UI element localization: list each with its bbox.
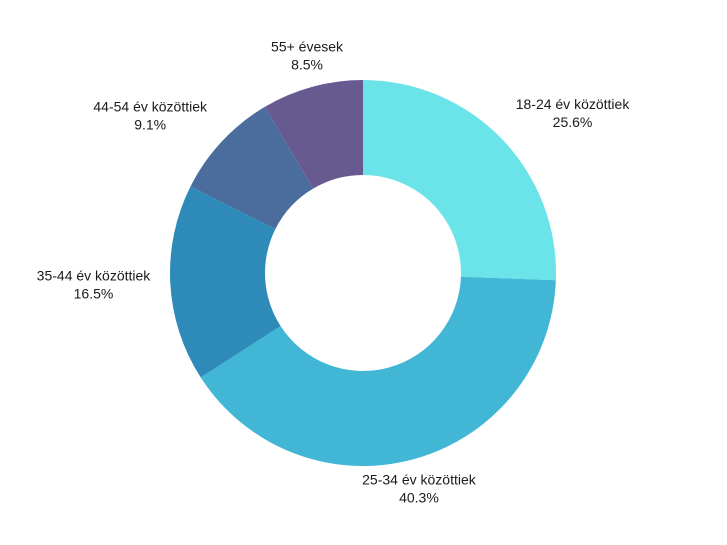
slice-label-name: 18-24 év közöttiek — [516, 96, 631, 112]
slice-label-name: 35-44 év közöttiek — [37, 267, 152, 283]
slice-label-value: 8.5% — [291, 57, 323, 73]
slice-label-value: 9.1% — [134, 116, 166, 132]
slice-label-name: 25-34 év közöttiek — [362, 471, 477, 487]
slice-35-44-v-k-z-ttiek — [170, 186, 281, 378]
slice-label: 25-34 év közöttiek 40.3% — [362, 471, 477, 505]
slice-55+-vesek — [264, 80, 363, 189]
slices-group — [170, 80, 556, 466]
slice-label-value: 40.3% — [399, 489, 439, 505]
slice-label-value: 16.5% — [74, 285, 114, 301]
slice-label: 18-24 év közöttiek 25.6% — [516, 96, 631, 130]
slice-label: 55+ évesek 8.5% — [271, 39, 344, 73]
slice-25-34-v-k-z-ttiek — [200, 276, 556, 466]
slice-label: 35-44 év közöttiek 16.5% — [37, 267, 152, 301]
slice-label-value: 25.6% — [553, 114, 593, 130]
slice-44-54-v-k-z-ttiek — [190, 106, 314, 230]
slice-18-24-v-k-z-ttiek — [363, 80, 556, 281]
slice-label-name: 44-54 év közöttiek — [93, 98, 208, 114]
slice-label-name: 55+ évesek — [271, 39, 344, 55]
labels-group: 18-24 év közöttiek 25.6% 25-34 év közöttie… — [37, 39, 631, 506]
slice-label: 44-54 év közöttiek 9.1% — [93, 98, 208, 132]
